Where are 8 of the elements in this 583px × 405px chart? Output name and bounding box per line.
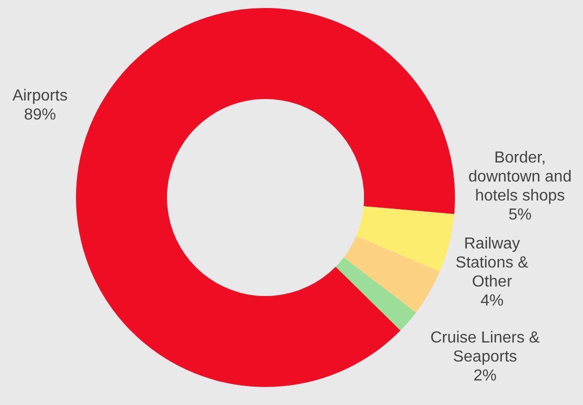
data-label: 2% — [473, 367, 497, 384]
slice-label: Airports — [12, 87, 68, 104]
slice-label: Cruise Liners & Seaports — [430, 329, 540, 366]
slice-label: Railway Stations & Other — [456, 235, 529, 290]
data-label: 5% — [508, 206, 532, 224]
slice-label: Border, downtown and hotels shops — [468, 149, 572, 204]
data-label: 89% — [24, 106, 56, 124]
data-label: 4% — [480, 292, 504, 310]
